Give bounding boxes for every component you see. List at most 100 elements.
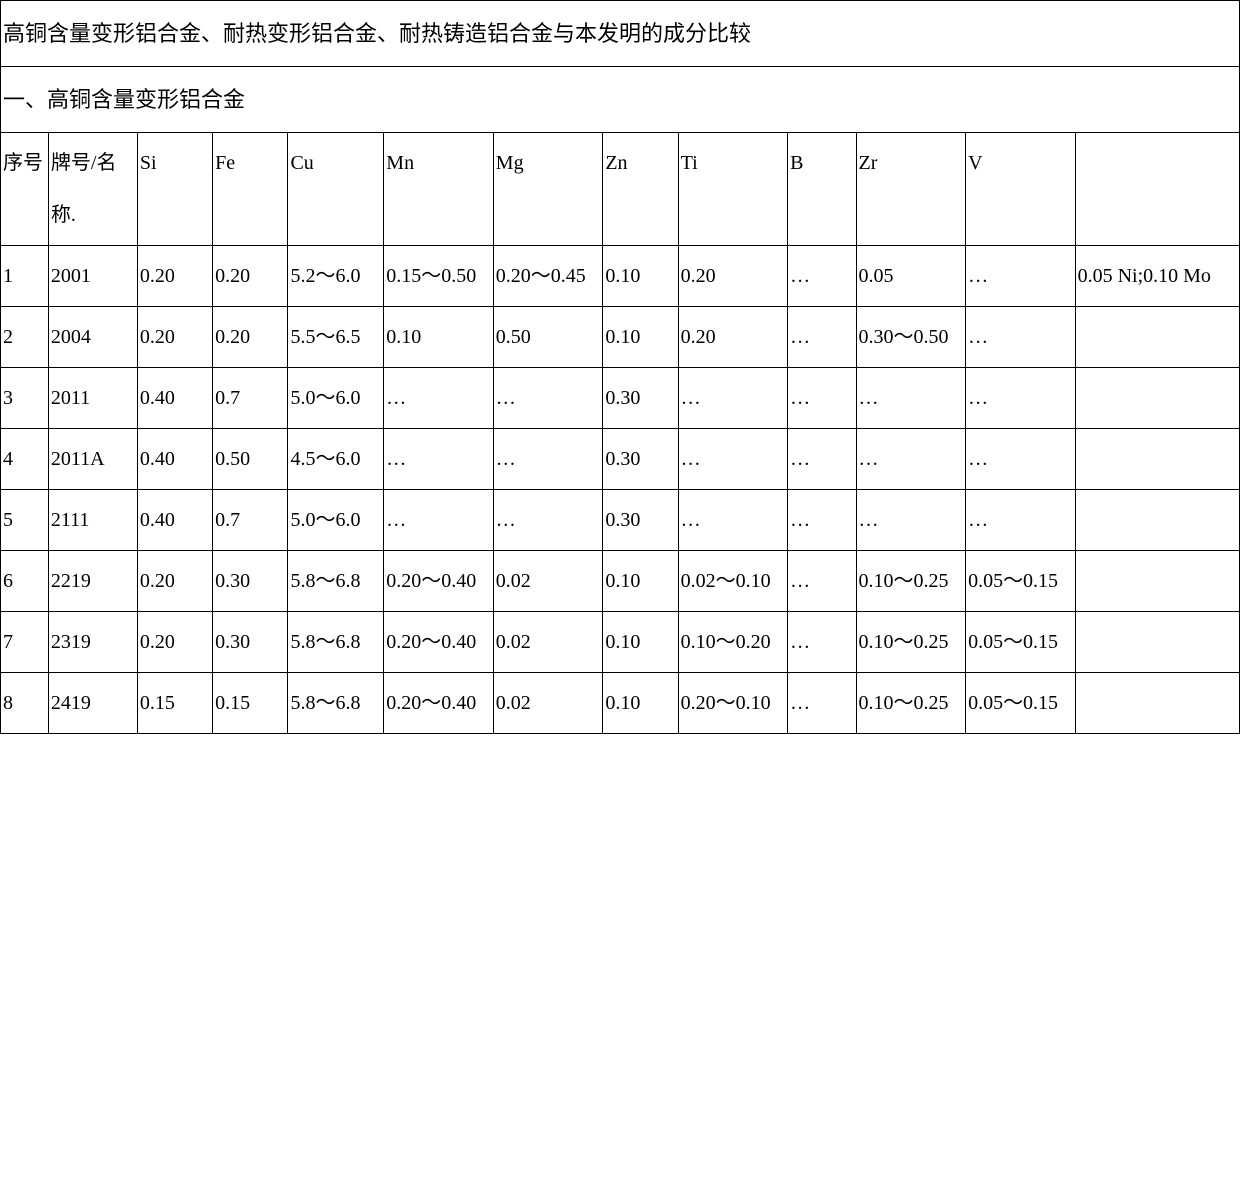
cell-v: …: [966, 368, 1076, 429]
cell-zn: 0.30: [603, 368, 678, 429]
cell-name: 2004: [48, 307, 137, 368]
cell-b: …: [788, 246, 856, 307]
col-header-seq: 序号: [1, 133, 49, 246]
cell-extra: [1075, 551, 1239, 612]
table-row: 1 2001 0.20 0.20 5.2～6.0 0.15～0.50 0.20～…: [1, 246, 1240, 307]
cell-b: …: [788, 429, 856, 490]
cell-mg: 0.02: [493, 612, 603, 673]
cell-zn: 0.10: [603, 246, 678, 307]
table-title: 高铜含量变形铝合金、耐热变形铝合金、耐热铸造铝合金与本发明的成分比较: [1, 1, 1240, 67]
col-header-zn: Zn: [603, 133, 678, 246]
cell-zn: 0.10: [603, 673, 678, 734]
cell-mn: …: [384, 490, 494, 551]
cell-seq: 1: [1, 246, 49, 307]
cell-zr: 0.10～0.25: [856, 551, 966, 612]
col-header-zr: Zr: [856, 133, 966, 246]
cell-zn: 0.30: [603, 429, 678, 490]
cell-extra: [1075, 368, 1239, 429]
cell-ti: 0.20: [678, 307, 788, 368]
col-header-name: 牌号/名称.: [48, 133, 137, 246]
table-row: 8 2419 0.15 0.15 5.8～6.8 0.20～0.40 0.02 …: [1, 673, 1240, 734]
cell-fe: 0.20: [213, 246, 288, 307]
table-row: 2 2004 0.20 0.20 5.5～6.5 0.10 0.50 0.10 …: [1, 307, 1240, 368]
cell-fe: 0.7: [213, 490, 288, 551]
col-header-fe: Fe: [213, 133, 288, 246]
cell-ti: …: [678, 490, 788, 551]
cell-zr: …: [856, 429, 966, 490]
col-header-extra: [1075, 133, 1239, 246]
cell-v: 0.05～0.15: [966, 673, 1076, 734]
cell-fe: 0.15: [213, 673, 288, 734]
cell-mn: 0.15～0.50: [384, 246, 494, 307]
cell-extra: [1075, 673, 1239, 734]
cell-si: 0.40: [137, 429, 212, 490]
cell-cu: 5.8～6.8: [288, 612, 384, 673]
cell-seq: 2: [1, 307, 49, 368]
cell-mn: …: [384, 429, 494, 490]
cell-v: 0.05～0.15: [966, 612, 1076, 673]
cell-seq: 4: [1, 429, 49, 490]
cell-mn: 0.10: [384, 307, 494, 368]
cell-name: 2419: [48, 673, 137, 734]
cell-fe: 0.7: [213, 368, 288, 429]
cell-fe: 0.30: [213, 612, 288, 673]
cell-v: …: [966, 246, 1076, 307]
cell-v: …: [966, 490, 1076, 551]
cell-mn: 0.20～0.40: [384, 612, 494, 673]
cell-zr: 0.30～0.50: [856, 307, 966, 368]
cell-seq: 3: [1, 368, 49, 429]
cell-cu: 5.8～6.8: [288, 551, 384, 612]
table-header-row: 序号 牌号/名称. Si Fe Cu Mn Mg Zn Ti B Zr V: [1, 133, 1240, 246]
cell-seq: 5: [1, 490, 49, 551]
cell-cu: 5.0～6.0: [288, 490, 384, 551]
cell-extra: [1075, 612, 1239, 673]
cell-extra: [1075, 490, 1239, 551]
cell-name: 2219: [48, 551, 137, 612]
cell-name: 2011: [48, 368, 137, 429]
cell-zr: 0.05: [856, 246, 966, 307]
cell-mg: …: [493, 490, 603, 551]
table-row: 3 2011 0.40 0.7 5.0～6.0 … … 0.30 … … … …: [1, 368, 1240, 429]
cell-si: 0.15: [137, 673, 212, 734]
cell-si: 0.40: [137, 368, 212, 429]
cell-name: 2319: [48, 612, 137, 673]
cell-zn: 0.10: [603, 551, 678, 612]
cell-extra: 0.05 Ni;0.10 Mo: [1075, 246, 1239, 307]
cell-cu: 5.2～6.0: [288, 246, 384, 307]
cell-b: …: [788, 307, 856, 368]
table-title-row: 高铜含量变形铝合金、耐热变形铝合金、耐热铸造铝合金与本发明的成分比较: [1, 1, 1240, 67]
cell-ti: 0.20: [678, 246, 788, 307]
cell-zr: …: [856, 368, 966, 429]
col-header-v: V: [966, 133, 1076, 246]
cell-fe: 0.50: [213, 429, 288, 490]
cell-zn: 0.30: [603, 490, 678, 551]
table-row: 7 2319 0.20 0.30 5.8～6.8 0.20～0.40 0.02 …: [1, 612, 1240, 673]
cell-si: 0.40: [137, 490, 212, 551]
cell-v: 0.05～0.15: [966, 551, 1076, 612]
cell-zr: 0.10～0.25: [856, 673, 966, 734]
cell-cu: 5.0～6.0: [288, 368, 384, 429]
table-row: 4 2011A 0.40 0.50 4.5～6.0 … … 0.30 … … ……: [1, 429, 1240, 490]
cell-ti: 0.10～0.20: [678, 612, 788, 673]
col-header-ti: Ti: [678, 133, 788, 246]
cell-name: 2001: [48, 246, 137, 307]
cell-seq: 7: [1, 612, 49, 673]
cell-extra: [1075, 429, 1239, 490]
cell-mg: …: [493, 368, 603, 429]
alloy-composition-table: 高铜含量变形铝合金、耐热变形铝合金、耐热铸造铝合金与本发明的成分比较 一、高铜含…: [0, 0, 1240, 734]
col-header-b: B: [788, 133, 856, 246]
cell-b: …: [788, 612, 856, 673]
cell-fe: 0.30: [213, 551, 288, 612]
cell-mn: 0.20～0.40: [384, 551, 494, 612]
cell-mg: 0.02: [493, 551, 603, 612]
cell-ti: …: [678, 368, 788, 429]
cell-ti: …: [678, 429, 788, 490]
cell-mg: 0.20～0.45: [493, 246, 603, 307]
cell-cu: 5.8～6.8: [288, 673, 384, 734]
cell-seq: 8: [1, 673, 49, 734]
cell-zr: 0.10～0.25: [856, 612, 966, 673]
col-header-si: Si: [137, 133, 212, 246]
cell-cu: 5.5～6.5: [288, 307, 384, 368]
table-row: 5 2111 0.40 0.7 5.0～6.0 … … 0.30 … … … …: [1, 490, 1240, 551]
col-header-mg: Mg: [493, 133, 603, 246]
